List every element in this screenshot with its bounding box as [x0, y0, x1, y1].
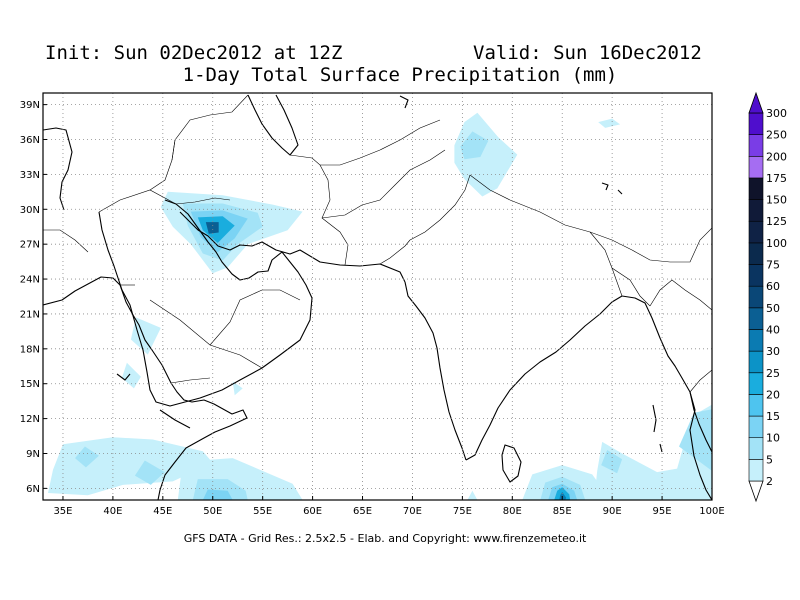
colorbar-label: 300 [766, 107, 787, 120]
footer-credit: GFS DATA - Grid Res.: 2.5x2.5 - Elab. an… [183, 532, 587, 545]
colorbar-label: 2 [766, 475, 773, 488]
longitude-ticks: 35E 40E 45E 50E 55E 60E 65E 70E 75E 80E 85E 90E 95E 1… [53, 496, 725, 517]
colorbar-swatch [748, 220, 764, 244]
colorbar-swatch [748, 459, 764, 482]
colorbar-label: 5 [766, 453, 773, 466]
colorbar-swatch [748, 372, 764, 395]
country-borders [43, 94, 712, 393]
precip-area-2mm [454, 112, 518, 197]
lon-tick-label: 80E [503, 506, 522, 517]
lat-tick-label: 27N [20, 240, 40, 251]
colorbar-swatch [748, 134, 764, 157]
lat-tick-label: 15N [20, 379, 40, 390]
precip-area-2mm [594, 404, 712, 500]
valid-time-label: Valid: Sun 16Dec2012 [473, 42, 702, 64]
colorbar-swatch [748, 437, 764, 460]
precip-area-5mm [679, 409, 712, 471]
lat-tick-label: 9N [26, 449, 40, 460]
colorbar-swatch [748, 199, 764, 222]
colorbar-upper-arrow [748, 91, 764, 114]
init-time-label: Init: Sun 02Dec2012 at 12Z [45, 42, 343, 64]
precipitation-layer [48, 112, 712, 500]
precip-area-2mm [598, 118, 621, 128]
lon-tick-label: 40E [103, 506, 122, 517]
colorbar-label: 175 [766, 172, 787, 185]
colorbar-label: 250 [766, 129, 787, 142]
colorbar-label: 75 [766, 259, 780, 272]
precip-area-2mm [467, 490, 478, 500]
precip-area-2mm [232, 381, 243, 396]
colorbar-lower-arrow [748, 480, 764, 503]
precip-area-5mm [601, 450, 623, 474]
colorbar-label: 10 [766, 432, 780, 445]
coastlines [43, 94, 712, 500]
precip-area-30mm [559, 491, 567, 500]
lon-tick-label: 35E [53, 506, 72, 517]
latitude-ticks: 39N 36N 33N 30N 27N 24N 21N 18N 15N 12N 9N 6N [20, 100, 47, 495]
colorbar-swatch [748, 155, 764, 179]
colorbar: 2510152025304050607510012515017520025030… [748, 91, 787, 503]
colorbar-swatch [748, 415, 764, 439]
precip-area-5mm [75, 446, 99, 468]
lon-tick-label: 95E [653, 506, 672, 517]
lat-tick-label: 18N [20, 344, 40, 355]
colorbar-swatch [748, 350, 764, 374]
colorbar-label: 100 [766, 237, 787, 250]
lat-tick-label: 33N [20, 170, 40, 181]
colorbar-label: 200 [766, 150, 787, 163]
lon-tick-label: 55E [253, 506, 272, 517]
colorbar-swatch [748, 264, 764, 287]
lon-tick-label: 85E [553, 506, 572, 517]
lon-tick-label: 100E [699, 506, 724, 517]
map-frame [42, 92, 713, 501]
colorbar-label: 20 [766, 388, 780, 401]
colorbar-label: 40 [766, 323, 780, 336]
lat-tick-label: 39N [20, 100, 40, 111]
lat-tick-label: 6N [26, 484, 40, 495]
colorbar-label: 125 [766, 215, 787, 228]
lon-tick-label: 65E [353, 506, 372, 517]
lon-tick-label: 60E [303, 506, 322, 517]
precip-area-40mm [205, 222, 219, 234]
lat-tick-label: 12N [20, 414, 40, 425]
colorbar-swatch [748, 307, 764, 330]
precip-area-2mm [121, 362, 141, 389]
precip-area-2mm [130, 317, 161, 355]
precip-area-5mm [134, 460, 165, 485]
lon-tick-label: 90E [603, 506, 622, 517]
lon-tick-label: 70E [403, 506, 422, 517]
colorbar-label: 50 [766, 302, 780, 315]
colorbar-swatch [748, 394, 764, 417]
graticule [43, 93, 712, 500]
colorbar-swatch [748, 285, 764, 309]
map-title: 1-Day Total Surface Precipitation (mm) [182, 64, 618, 86]
precip-area-10mm [202, 489, 233, 500]
lat-tick-label: 30N [20, 205, 40, 216]
colorbar-swatch [748, 242, 764, 265]
precip-area-5mm [460, 131, 489, 160]
lon-tick-label: 45E [153, 506, 172, 517]
colorbar-swatch [748, 177, 764, 200]
colorbar-label: 25 [766, 367, 780, 380]
colorbar-swatch [748, 112, 764, 135]
lat-tick-label: 24N [20, 275, 40, 286]
colorbar-label: 15 [766, 410, 780, 423]
lat-tick-label: 36N [20, 135, 40, 146]
colorbar-label: 150 [766, 194, 787, 207]
colorbar-label: 60 [766, 280, 780, 293]
colorbar-swatch [748, 329, 764, 352]
lat-tick-label: 21N [20, 309, 40, 320]
lon-tick-label: 75E [453, 506, 472, 517]
colorbar-label: 30 [766, 345, 780, 358]
lon-tick-label: 50E [203, 506, 222, 517]
